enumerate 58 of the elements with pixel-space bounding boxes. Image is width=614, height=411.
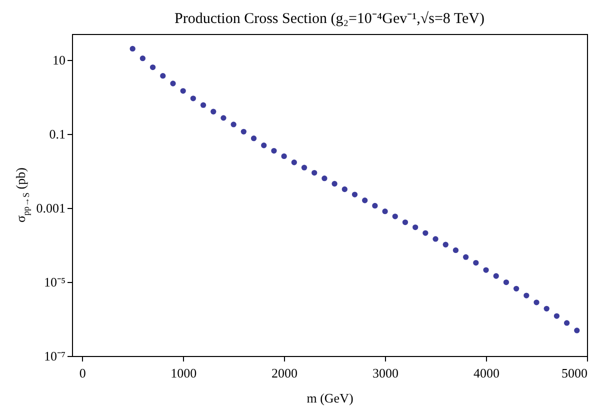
x-tick-label: 5000 <box>562 366 588 380</box>
x-tick-label: 4000 <box>474 366 500 380</box>
point <box>544 306 550 312</box>
point <box>150 64 156 70</box>
point <box>392 214 398 220</box>
point <box>210 108 216 114</box>
point <box>362 198 368 204</box>
point <box>534 300 540 306</box>
point <box>442 242 448 248</box>
point <box>432 236 438 242</box>
point <box>372 202 378 209</box>
point <box>190 96 196 102</box>
point <box>493 273 499 279</box>
point <box>250 135 257 142</box>
point <box>261 142 267 148</box>
point <box>503 279 510 286</box>
point <box>402 219 408 226</box>
point <box>574 328 580 334</box>
point <box>352 192 358 198</box>
point <box>462 254 469 260</box>
x-tick-label: 1000 <box>170 366 197 380</box>
point <box>130 46 136 52</box>
point <box>473 260 479 266</box>
chart-title: Production Cross Section (g₂=10⁻⁴Gev⁻¹,√s=8 TeV) <box>174 11 485 27</box>
point <box>564 320 570 326</box>
point <box>170 80 176 86</box>
point <box>200 102 206 108</box>
point <box>452 247 459 254</box>
point <box>483 267 489 273</box>
point <box>281 153 287 160</box>
point <box>240 128 246 134</box>
point <box>513 286 520 292</box>
point <box>422 230 428 236</box>
point <box>332 180 338 187</box>
point <box>180 88 186 94</box>
point <box>301 164 308 170</box>
point <box>220 115 226 121</box>
point <box>291 160 297 166</box>
y-tick-label: 10⁻⁷ <box>44 348 66 364</box>
point <box>140 56 146 62</box>
point <box>312 170 318 176</box>
point <box>524 292 530 298</box>
point <box>160 73 166 79</box>
y-tick-label: 0.001 <box>36 200 66 216</box>
point <box>554 313 560 319</box>
point <box>382 208 388 214</box>
point <box>230 122 236 128</box>
y-tick-label: 10 <box>52 52 66 68</box>
x-axis-title: m (GeV) <box>306 390 354 406</box>
point <box>412 224 418 230</box>
point <box>342 186 348 192</box>
y-tick-label: 0.1 <box>49 126 66 142</box>
x-tick-label: 3000 <box>372 366 399 380</box>
point <box>271 148 277 154</box>
point <box>322 176 328 182</box>
x-tick-label: 2000 <box>272 366 298 380</box>
x-tick-label: 0 <box>79 366 86 380</box>
y-tick-label: 10⁻⁵ <box>44 274 66 290</box>
